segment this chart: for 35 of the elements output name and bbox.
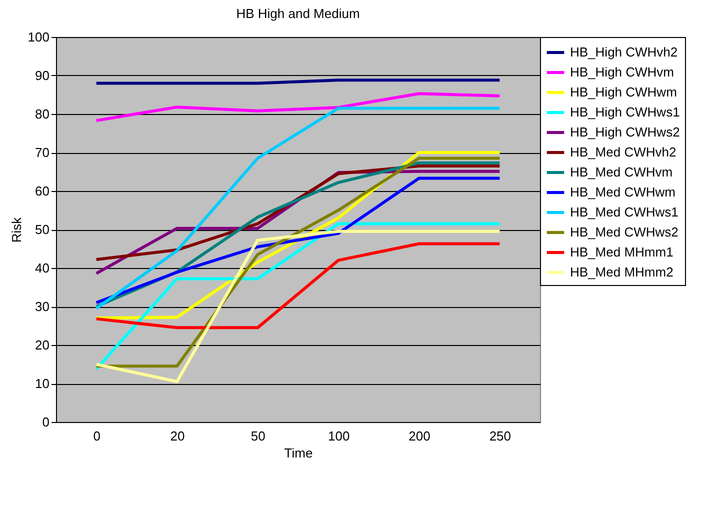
y-tick-label: 50 xyxy=(35,222,50,237)
y-tick-label: 90 xyxy=(35,68,50,83)
legend-label: HB_Med MHmm1 xyxy=(570,244,674,260)
y-tick-label: 20 xyxy=(35,338,50,352)
y-tick-label: 10 xyxy=(35,376,50,391)
legend-label: HB_High CWHws1 xyxy=(570,104,680,120)
legend-label: HB_High CWHws2 xyxy=(570,124,680,140)
legend-label: HB_High CWHvm xyxy=(570,64,674,80)
legend-label: HB_Med CWHvm xyxy=(570,164,673,180)
x-tick-label: 100 xyxy=(328,428,350,444)
x-tick-label: 20 xyxy=(170,428,185,444)
legend-label: HB_Med CWHws2 xyxy=(570,224,678,240)
legend-label: HB_Med CWHwm xyxy=(570,184,676,200)
chart-title: HB High and Medium xyxy=(236,6,360,21)
legend-label: HB_Med MHmm2 xyxy=(570,264,674,280)
legend-label: HB_High CWHwm xyxy=(570,84,677,100)
legend-label: HB_High CWHvh2 xyxy=(570,44,678,60)
x-tick-label: 0 xyxy=(93,428,100,444)
line-series xyxy=(94,106,502,310)
y-tick-label: 100 xyxy=(28,30,50,44)
x-tick-label: 50 xyxy=(250,428,266,444)
line-series xyxy=(94,242,502,330)
legend-label: HB_Med CWHws1 xyxy=(570,204,678,220)
line-series xyxy=(94,92,502,122)
y-tick-label: 40 xyxy=(35,260,50,276)
y-tick-label: 70 xyxy=(35,145,50,160)
x-axis-title: Time xyxy=(284,446,313,460)
y-axis-title: Risk xyxy=(8,216,24,243)
x-tick-label: 200 xyxy=(408,428,430,444)
y-tick-label: 0 xyxy=(42,414,50,430)
y-tick-label: 80 xyxy=(35,106,50,122)
legend-label: HB_Med CWHvh2 xyxy=(570,144,676,160)
y-tick-label: 60 xyxy=(35,184,50,198)
x-tick-label: 250 xyxy=(489,428,512,444)
y-tick-label: 30 xyxy=(35,299,50,314)
